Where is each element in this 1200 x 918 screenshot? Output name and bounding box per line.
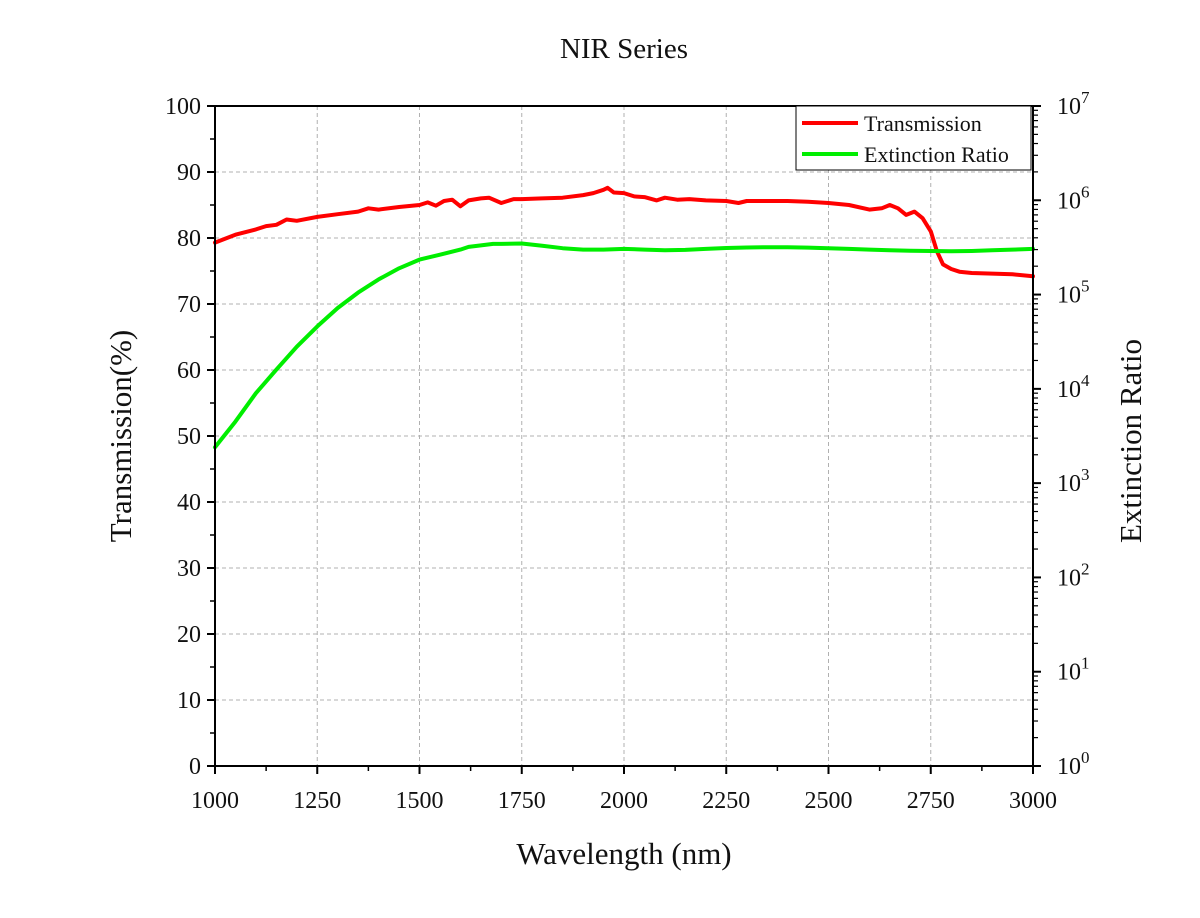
y-left-tick-label: 30 <box>177 556 201 582</box>
y-left-tick-label: 90 <box>177 160 201 186</box>
y-left-axis-title: Transmission(%) <box>103 330 138 542</box>
y-left-tick-label: 0 <box>189 754 201 780</box>
y-right-tick-label: 107 <box>1057 88 1090 120</box>
x-tick-label: 3000 <box>1009 788 1057 814</box>
x-tick-label: 2250 <box>702 788 750 814</box>
legend-box <box>795 105 1032 171</box>
y-right-tick-label: 106 <box>1057 182 1090 214</box>
y-left-tick-label: 40 <box>177 490 201 516</box>
y-right-tick-label: 102 <box>1057 559 1090 591</box>
legend-label-transmission: Transmission <box>864 111 982 136</box>
y-right-tick-label: 100 <box>1057 748 1090 780</box>
y-left-tick-label: 100 <box>165 94 201 120</box>
series-line-transmission <box>213 185 1035 279</box>
y-left-tick-label: 10 <box>177 688 201 714</box>
chart-title: NIR Series <box>560 33 688 65</box>
y-right-axis-title: Extinction Ratio <box>1113 339 1148 543</box>
x-tick-label: 1750 <box>498 788 546 814</box>
y-left-tick-label: 50 <box>177 424 201 450</box>
y-right-tick-label: 104 <box>1057 371 1090 403</box>
legend: Transmission Extinction Ratio <box>795 105 1032 171</box>
x-axis-title: Wavelength (nm) <box>516 836 731 871</box>
x-tick-label: 1000 <box>191 788 239 814</box>
y-left-tick-label: 60 <box>177 358 201 384</box>
axis-layer: 1000 1250 1500 1750 2000 2250 2500 2750 30000102… <box>165 88 1090 814</box>
y-right-tick-label: 101 <box>1057 654 1090 686</box>
series-layer <box>213 185 1035 450</box>
y-left-tick-label: 70 <box>177 292 201 318</box>
series-line-extinction-ratio <box>213 241 1035 450</box>
y-right-tick-label: 105 <box>1057 277 1090 309</box>
y-left-tick-label: 80 <box>177 226 201 252</box>
x-tick-label: 2750 <box>907 788 955 814</box>
x-tick-label: 1250 <box>293 788 341 814</box>
legend-label-extinction-ratio: Extinction Ratio <box>864 142 1009 167</box>
x-tick-label: 1500 <box>396 788 444 814</box>
x-tick-label: 2500 <box>805 788 853 814</box>
y-left-tick-label: 20 <box>177 622 201 648</box>
x-tick-label: 2000 <box>600 788 648 814</box>
y-right-tick-label: 103 <box>1057 465 1090 497</box>
grid-layer <box>215 106 1033 766</box>
